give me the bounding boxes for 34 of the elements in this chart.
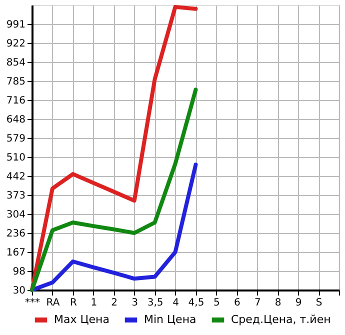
legend-label: Сред.Цена, т.йен [231, 313, 331, 326]
x-tick-label: 2 [111, 298, 118, 308]
x-tick-label: 5 [214, 298, 220, 308]
y-tick-label: 98 [12, 266, 26, 278]
x-tick-label: 6 [234, 298, 240, 308]
y-tick-label: 785 [6, 76, 26, 88]
legend-label: Min Цена [144, 313, 196, 326]
y-tick-label: 442 [6, 172, 26, 182]
x-tick-label: 7 [254, 298, 261, 308]
x-tick-label: R [70, 298, 77, 308]
y-tick-label: 167 [6, 248, 26, 259]
x-tick-label: 3,5 [147, 298, 164, 308]
y-tick-label: 922 [6, 38, 26, 50]
x-tick-label: *** [25, 298, 40, 308]
x-tick-label: RA [46, 298, 60, 308]
y-tick-label: 648 [6, 114, 26, 126]
y-tick-label: 854 [6, 58, 26, 68]
y-tick-label: 236 [6, 228, 26, 240]
y-tick-label: 304 [6, 210, 26, 221]
y-tick-label: 510 [6, 152, 26, 164]
x-tick-label: 4 [172, 298, 179, 308]
x-tick-label: S [316, 298, 322, 308]
legend-label: Max Цена [54, 313, 110, 326]
x-tick-label: 8 [274, 298, 282, 308]
y-tick-label: 30 [12, 286, 26, 296]
y-tick-label: 991 [6, 20, 26, 31]
x-tick-label: 4,5 [188, 298, 204, 308]
x-tick-label: 9 [295, 298, 302, 308]
y-tick-label: 716 [6, 96, 26, 107]
y-tick-label: 579 [6, 134, 26, 145]
x-tick-label: 1 [90, 298, 98, 308]
x-tick-label: 3 [132, 298, 138, 308]
y-tick-label: 373 [6, 190, 26, 202]
line-series [30, 88, 198, 292]
